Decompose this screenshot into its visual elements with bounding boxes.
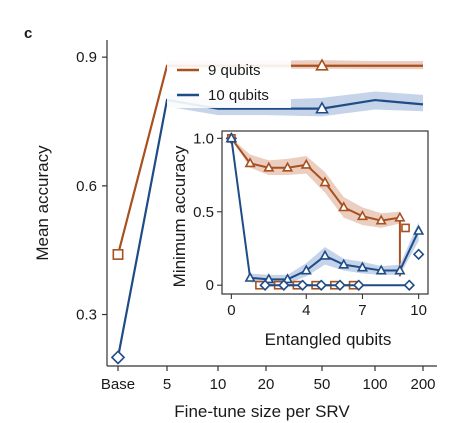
inset-base-marker	[334, 279, 346, 291]
inset-series-marker	[394, 264, 406, 275]
inset-base-marker	[401, 223, 410, 233]
legend: 9 qubits 10 qubits	[167, 52, 291, 108]
inset-series-marker	[263, 273, 275, 284]
inset-series-marker	[356, 210, 369, 221]
inset-series	[230, 138, 425, 284]
main-series-marker	[315, 101, 329, 114]
inset-base-marker	[352, 279, 365, 291]
main-base-marker	[110, 350, 126, 365]
main-x-tick-label: 5	[163, 376, 171, 393]
inset-y-tick-label: 0	[206, 277, 214, 294]
main-base-marker	[112, 248, 124, 260]
inset-x-tick-label: 10	[410, 302, 427, 319]
main-x-tick-label: 200	[410, 376, 435, 393]
inset-series-marker	[300, 264, 312, 275]
main-y-tick-label: 0.6	[76, 178, 97, 195]
main-x-tick-label: 20	[258, 376, 275, 393]
inset-x-axis-label: Entangled qubits	[265, 330, 392, 349]
inset-series-marker	[338, 201, 350, 212]
inset-frame	[221, 130, 429, 295]
inset-base-marker	[278, 279, 290, 291]
inset-series	[230, 137, 406, 277]
legend-box	[167, 52, 291, 108]
inset-series-marker	[394, 211, 406, 222]
inset-series-marker	[338, 258, 350, 269]
inset-series-marker	[375, 264, 387, 275]
inset-start-marker	[225, 131, 238, 143]
inset-x-tick-label: 7	[358, 302, 366, 319]
inset-series-marker	[244, 271, 256, 282]
panel-label: c	[24, 25, 32, 42]
main-x-tick-label: 100	[362, 376, 387, 393]
inset-chart: 0 0.5 1.0 0 4 7 10 Entangled qubits Minimum accu…	[166, 122, 441, 354]
inset-base-marker	[296, 279, 309, 291]
inset-y-tick-label: 1.0	[193, 130, 214, 147]
inset-x-tick-label: 4	[302, 302, 310, 319]
inset-series-marker	[356, 261, 369, 272]
main-confidence-band	[167, 91, 423, 117]
inset-base-points	[225, 132, 425, 291]
inset-series-marker	[413, 224, 425, 235]
inset-series-line	[230, 137, 401, 222]
legend-label: 9 qubits	[208, 62, 261, 79]
inset-base-marker	[315, 279, 328, 291]
inset-series-marker	[319, 249, 331, 260]
main-series-marker	[315, 58, 329, 71]
inset-series-marker	[281, 161, 294, 172]
main-x-tick-label: 10	[210, 376, 227, 393]
inset-series-marker	[300, 158, 312, 169]
inset-y-tick-label: 0.5	[193, 204, 214, 221]
main-x-tick-label: 50	[314, 376, 331, 393]
main-x-tick-label: Base	[101, 376, 135, 393]
main-y-tick-label: 0.9	[76, 49, 97, 66]
inset-y-axis-label: Minimum accuracy	[170, 145, 189, 287]
inset-base-marker	[412, 248, 425, 261]
inset-base-marker	[259, 279, 271, 291]
inset-confidence-band	[231, 138, 400, 228]
inset-series-marker	[244, 157, 256, 168]
inset-x-tick-label: 0	[227, 302, 235, 319]
inset-base-marker	[403, 279, 416, 291]
inset-series-marker	[281, 273, 294, 284]
inset-series-marker	[263, 161, 275, 172]
main-y-axis-label: Mean accuracy	[33, 145, 52, 261]
main-y-tick-label: 0.3	[76, 307, 97, 324]
legend-label: 10 qubits	[208, 87, 269, 104]
inset-series-marker	[319, 176, 331, 187]
main-x-axis-label: Fine-tune size per SRV	[174, 402, 350, 421]
inset-series-marker	[375, 214, 387, 225]
